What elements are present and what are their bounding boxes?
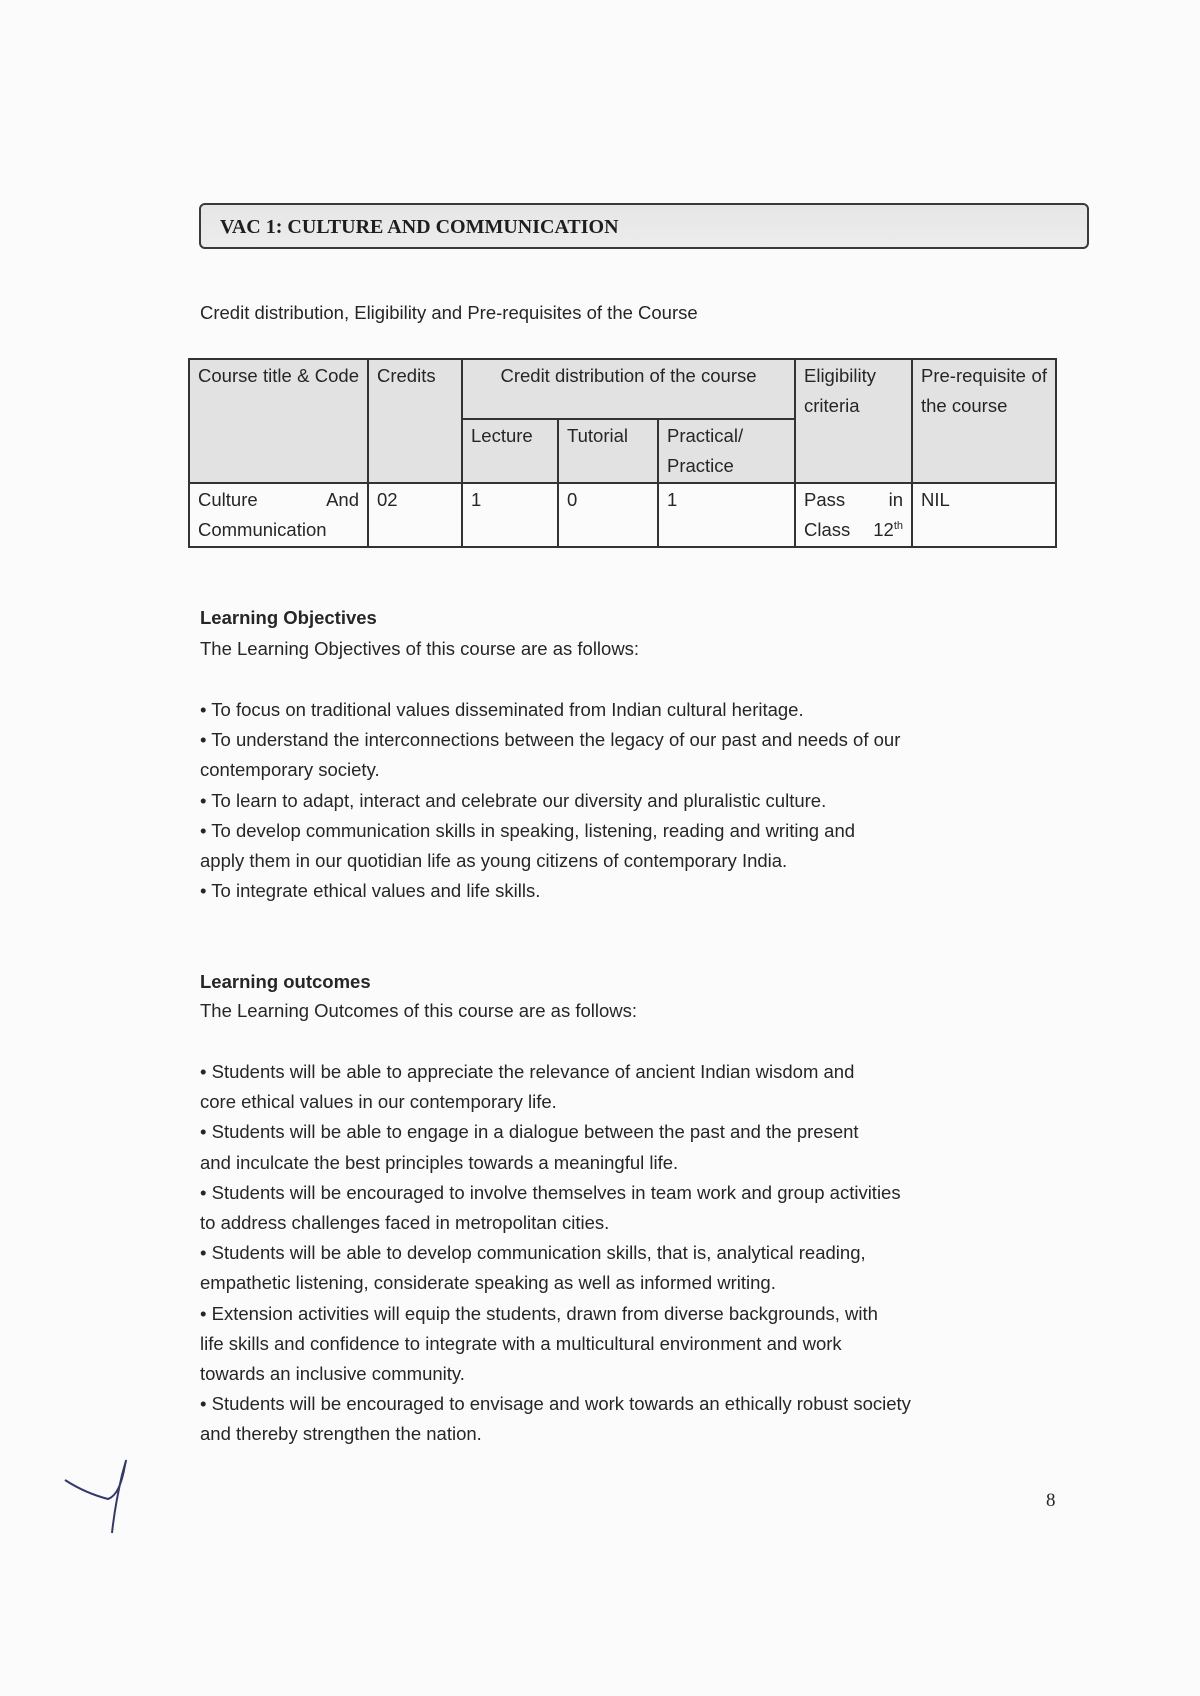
header-credits: Credits: [367, 358, 463, 484]
header-prerequisite: Pre-requisite of the course: [911, 358, 1057, 484]
list-line: • Students will be encouraged to involve…: [200, 1181, 901, 1203]
list-line: life skills and confidence to integrate …: [200, 1332, 842, 1354]
header-practical: Practical/ Practice: [657, 418, 796, 484]
header-tutorial: Tutorial: [557, 418, 659, 484]
list-line: to address challenges faced in metropoli…: [200, 1212, 610, 1233]
list-line: apply them in our quotidian life as youn…: [200, 850, 788, 871]
objectives-heading: Learning Objectives: [200, 607, 377, 628]
list-line: • Extension activities will equip the st…: [200, 1302, 878, 1324]
list-line: core ethical values in our contemporary …: [200, 1091, 557, 1113]
cell-lecture: 1: [461, 482, 559, 548]
outcomes-intro: The Learning Outcomes of this course are…: [200, 1000, 638, 1021]
header-eligibility: Eligibility criteria: [794, 358, 913, 484]
cell-prerequisite: NIL: [911, 482, 1057, 548]
list-line: • Students will be able to appreciate th…: [200, 1061, 855, 1082]
list-line: • To learn to adapt, interact and celebr…: [200, 789, 827, 811]
page-number: 8: [1046, 1490, 1056, 1511]
list-line: and thereby strengthen the nation.: [200, 1423, 482, 1445]
section-title: VAC 1: CULTURE AND COMMUNICATION: [220, 216, 619, 238]
cell-course-title: Culture And Communication: [188, 482, 369, 548]
header-credit-distribution: Credit distribution of the course: [461, 358, 796, 420]
objectives-intro: The Learning Objectives of this course a…: [200, 638, 640, 659]
list-line: • Students will be encouraged to envisag…: [200, 1393, 911, 1415]
cell-credits: 02: [367, 482, 463, 548]
list-line: empathetic listening, considerate speaki…: [200, 1272, 776, 1294]
list-line: • Students will be able to engage in a d…: [200, 1121, 859, 1143]
list-line: contemporary society.: [200, 759, 380, 781]
credit-table: Course title & Code Credits Credit distr…: [188, 358, 1057, 548]
header-course-title: Course title & Code: [188, 358, 369, 484]
signature-mark: [64, 1459, 127, 1534]
list-line: • To understand the interconnections bet…: [200, 729, 901, 751]
cell-tutorial: 0: [557, 482, 659, 548]
cell-practical: 1: [657, 482, 796, 548]
list-line: towards an inclusive community.: [200, 1363, 465, 1384]
section-title-box: VAC 1: CULTURE AND COMMUNICATION: [199, 203, 1089, 249]
list-line: • To integrate ethical values and life s…: [200, 880, 541, 902]
list-line: • To focus on traditional values dissemi…: [200, 699, 804, 720]
list-line: and inculcate the best principles toward…: [200, 1151, 679, 1173]
table-caption: Credit distribution, Eligibility and Pre…: [200, 302, 698, 323]
list-line: • To develop communication skills in spe…: [200, 819, 856, 841]
outcomes-heading: Learning outcomes: [200, 971, 371, 992]
cell-eligibility: Pass in Class 12th: [794, 482, 913, 548]
eligibility-text: Pass in Class 12: [804, 489, 903, 540]
list-line: • Students will be able to develop commu…: [200, 1242, 866, 1264]
eligibility-superscript: th: [893, 519, 903, 532]
header-lecture: Lecture: [461, 418, 559, 484]
